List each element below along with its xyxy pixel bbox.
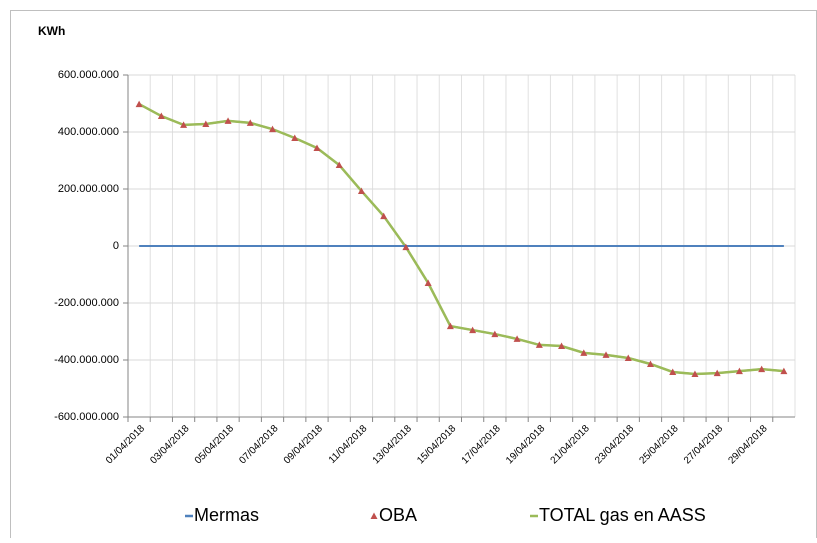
- y-tick-label: -200.000.000: [54, 297, 119, 309]
- marker: [246, 119, 254, 126]
- marker: [691, 370, 699, 377]
- x-tick-label: 05/04/2018: [193, 423, 236, 466]
- y-axis-label: KWh: [38, 24, 65, 38]
- marker: [313, 144, 321, 151]
- x-tick-label: 13/04/2018: [371, 423, 414, 466]
- marker: [224, 117, 232, 124]
- marker: [491, 330, 499, 338]
- x-tick-label: 01/04/2018: [104, 423, 147, 466]
- marker: [291, 134, 299, 141]
- x-tick-label: 09/04/2018: [282, 423, 325, 466]
- marker: [380, 212, 388, 220]
- marker: [402, 243, 410, 251]
- marker: [269, 125, 277, 133]
- x-tick-label: 17/04/2018: [460, 423, 503, 466]
- x-tick-label: 11/04/2018: [327, 423, 370, 466]
- x-tick-label: 15/04/2018: [415, 423, 458, 466]
- legend-label: Mermas: [194, 505, 259, 525]
- y-tick-label: 200.000.000: [58, 183, 119, 195]
- marker: [513, 335, 521, 342]
- x-tick-label: 23/04/2018: [593, 423, 636, 466]
- marker: [624, 354, 632, 362]
- series-line: [138, 102, 784, 376]
- x-tick-label: 25/04/2018: [638, 423, 681, 466]
- marker: [180, 121, 188, 128]
- y-tick-label: -400.000.000: [54, 354, 119, 366]
- x-tick-label: 19/04/2018: [504, 423, 547, 466]
- x-tick-label: 07/04/2018: [237, 423, 280, 466]
- marker: [758, 365, 766, 373]
- marker: [357, 187, 365, 194]
- marker: [780, 367, 788, 375]
- x-tick-label: 29/04/2018: [726, 423, 769, 466]
- marker: [646, 360, 654, 367]
- marker: [424, 279, 432, 287]
- x-tick-label: 03/04/2018: [148, 423, 191, 466]
- y-tick-label: 600.000.000: [58, 69, 119, 81]
- marker: [580, 349, 588, 356]
- marker: [535, 341, 543, 348]
- marker: [558, 342, 566, 350]
- x-tick-label: 21/04/2018: [549, 423, 592, 466]
- x-tick-label: 27/04/2018: [682, 423, 725, 466]
- marker: [669, 368, 677, 375]
- y-tick-label: 0: [113, 240, 119, 252]
- legend-label: OBA: [379, 505, 417, 525]
- legend-marker: [370, 512, 378, 519]
- marker: [202, 120, 210, 128]
- marker: [602, 351, 610, 358]
- legend-label: TOTAL gas en AASS: [539, 505, 706, 525]
- y-tick-label: -600.000.000: [54, 411, 119, 423]
- marker: [335, 161, 343, 169]
- marker: [157, 112, 165, 120]
- marker: [446, 322, 454, 330]
- y-tick-label: 400.000.000: [58, 126, 119, 138]
- marker: [469, 326, 477, 334]
- marker: [135, 100, 143, 108]
- marker: [713, 369, 721, 377]
- marker: [735, 367, 743, 375]
